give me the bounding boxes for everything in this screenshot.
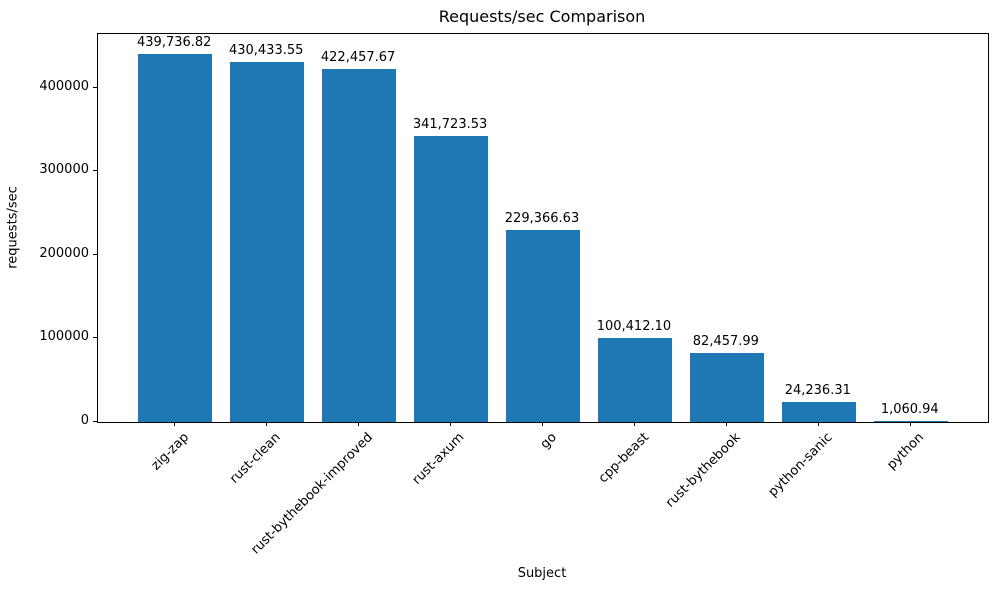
bar-rust-axum: [414, 136, 488, 422]
y-tick-label-300000: 300000: [39, 162, 89, 178]
x-tick: [633, 422, 635, 426]
x-tick-label-cpp-beast: cpp-beast: [595, 430, 652, 487]
y-tick: [93, 421, 97, 422]
bar-zig-zap: [138, 54, 212, 422]
y-tick: [93, 170, 97, 172]
x-tick: [725, 422, 727, 426]
bar-cpp-beast: [598, 338, 672, 422]
bar-go: [506, 230, 580, 422]
y-tick-label-0: 0: [80, 413, 89, 428]
x-tick: [542, 422, 543, 426]
plot-area: [97, 33, 989, 423]
x-tick: [358, 422, 360, 426]
bar-python: [873, 421, 948, 422]
x-tick-label-go: go: [537, 430, 560, 453]
y-tick-label-200000: 200000: [39, 245, 89, 261]
x-tick-label-python: python: [884, 430, 928, 473]
chart-title: Requests/sec Comparison: [438, 7, 646, 26]
x-tick: [817, 422, 819, 426]
x-tick-label-rust-clean: rust-clean: [227, 430, 284, 487]
y-tick-label-100000: 100000: [39, 329, 89, 345]
bar-rust-bythebook-improved: [322, 68, 396, 422]
bar-rust-clean: [230, 62, 304, 422]
y-tick-label-400000: 400000: [39, 78, 89, 94]
x-tick-label-rust-bythebook: rust-bythebook: [662, 430, 744, 511]
x-tick-label-python-sanic: python-sanic: [765, 430, 836, 500]
x-tick: [909, 422, 911, 426]
y-tick: [93, 253, 97, 255]
x-tick: [266, 422, 268, 426]
x-tick-label-zig-zap: zig-zap: [148, 430, 192, 474]
x-tick: [450, 422, 452, 426]
bar-python-sanic: [782, 401, 856, 422]
bar-rust-bythebook: [690, 353, 764, 422]
y-tick: [93, 337, 97, 339]
y-tick: [93, 86, 97, 88]
x-tick: [174, 422, 176, 426]
y-axis-label: requests/sec: [5, 186, 21, 269]
x-tick-label-rust-axum: rust-axum: [409, 430, 468, 488]
x-axis-label: Subject: [517, 566, 567, 581]
